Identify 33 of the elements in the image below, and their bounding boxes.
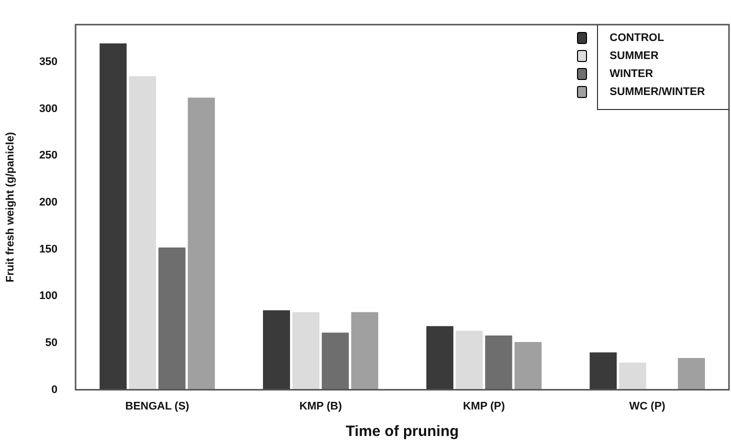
x-axis-title: Time of pruning: [346, 423, 459, 440]
bar: [485, 335, 512, 390]
bar: [129, 76, 156, 390]
bar: [426, 326, 454, 390]
y-tick-label: 0: [51, 384, 58, 396]
bar: [158, 247, 186, 390]
legend-label: WINTER: [610, 66, 654, 82]
bar: [678, 358, 705, 390]
y-tick-label: 150: [39, 243, 58, 256]
bar: [619, 362, 646, 390]
y-tick-label: 50: [45, 337, 58, 350]
y-tick-label: 250: [39, 150, 58, 162]
x-tick-label: WC (P): [629, 400, 666, 412]
y-tick-label: 100: [39, 290, 58, 302]
bar: [514, 342, 542, 390]
bar: [292, 312, 320, 390]
y-tick-label: 350: [39, 56, 58, 68]
x-tick-label: BENGAL (S): [125, 400, 190, 412]
y-tick-label: 200: [39, 196, 58, 209]
x-tick-label: KMP (B): [299, 400, 342, 412]
bar: [188, 98, 215, 390]
legend-label: CONTROL: [610, 30, 666, 46]
bar: [322, 332, 349, 390]
legend-label: SUMMER/WINTER: [610, 84, 705, 100]
bar: [351, 312, 378, 390]
bar: [590, 352, 617, 390]
y-axis-title: Fruit fresh weight (g/panicle): [4, 132, 17, 282]
bar: [100, 43, 127, 390]
y-tick-label: 300: [39, 102, 58, 115]
x-tick-label: KMP (P): [462, 400, 506, 412]
legend-label: SUMMER: [610, 48, 660, 64]
bar: [262, 310, 290, 390]
bar: [456, 330, 483, 390]
